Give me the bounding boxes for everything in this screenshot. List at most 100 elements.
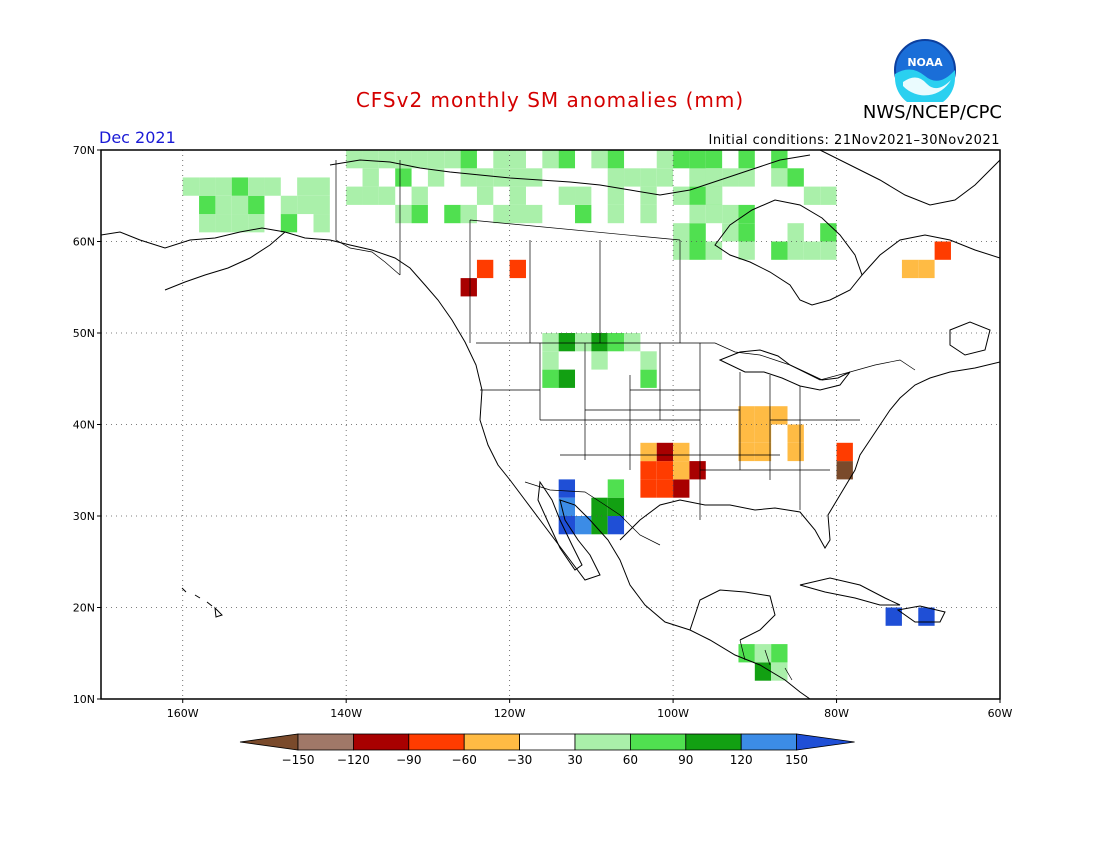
lon-tick-label: 60W: [988, 707, 1013, 720]
anomaly-cell: [673, 223, 690, 242]
anomaly-cell: [722, 204, 739, 224]
anomaly-cell: [575, 516, 592, 535]
hawaii: [181, 587, 223, 618]
anomaly-cell: [771, 150, 788, 169]
colorbar-swatch: [408, 733, 465, 751]
colorbar-label: −60: [452, 753, 477, 767]
anomaly-cell: [346, 186, 363, 205]
anomaly-cell: [640, 461, 657, 480]
anomaly-cell: [673, 442, 690, 462]
political-borders: [335, 160, 916, 681]
anomaly-cell: [771, 241, 788, 260]
lat-tick-label: 60N: [73, 236, 95, 249]
anomaly-cell: [689, 204, 706, 224]
anomaly-cell: [689, 461, 706, 480]
alaska-canada-border: [335, 160, 401, 276]
anomaly-cell: [575, 186, 592, 205]
anomaly-cell: [705, 186, 723, 205]
noaa-logo-icon: NOAA: [894, 39, 956, 102]
anomaly-cell: [689, 168, 706, 187]
anomaly-cell: [607, 186, 625, 205]
anomaly-cell: [215, 177, 232, 196]
anomaly-cell: [689, 150, 706, 169]
anomaly-cell: [264, 177, 281, 196]
anomaly-cell: [934, 241, 951, 260]
anomaly-cell: [199, 214, 216, 233]
anomaly-cell: [673, 461, 690, 480]
anomaly-cell: [787, 223, 804, 242]
anomaly-cell: [705, 150, 723, 169]
anomaly-cell: [738, 150, 755, 169]
colorbar-label: −30: [507, 753, 532, 767]
anomaly-cell: [199, 195, 216, 215]
anomaly-cell: [411, 186, 428, 205]
anomaly-cell: [820, 186, 837, 205]
anomaly-cells: [182, 150, 951, 681]
anomaly-cell: [885, 607, 902, 626]
baja-peninsula: [537, 480, 583, 571]
anomaly-cell: [705, 241, 723, 260]
colorbar-swatch: [352, 733, 410, 751]
anomaly-cell: [738, 406, 755, 425]
anomaly-cell: [558, 333, 576, 352]
anomaly-cell: [297, 177, 314, 196]
gulf-coast: [619, 361, 1000, 549]
anomaly-cell: [427, 168, 445, 187]
anomaly-cell: [705, 168, 723, 187]
anomaly-cell: [215, 214, 232, 233]
lon-tick-label: 140W: [330, 707, 362, 720]
anomaly-cell: [542, 333, 559, 352]
anomaly-cell: [575, 204, 592, 224]
anomaly-cell: [525, 204, 543, 224]
alaska-peninsula: [164, 231, 286, 291]
anomaly-cell: [476, 186, 494, 205]
colorbar-swatch: [740, 733, 798, 751]
anomaly-cell: [280, 214, 298, 233]
anomaly-cell: [754, 662, 772, 681]
newfoundland: [949, 321, 991, 356]
colorbar-label: 120: [730, 753, 753, 767]
lat-tick-label: 30N: [73, 510, 95, 523]
colorbar-swatch: [463, 733, 521, 751]
anomaly-cell: [673, 479, 690, 498]
anomaly-cell: [607, 497, 625, 516]
anomaly-cell: [705, 204, 723, 224]
colorbar-swatch: [297, 733, 354, 751]
colorbar-label: −120: [337, 753, 370, 767]
canada-provincial-lines: [399, 160, 681, 343]
anomaly-cell: [215, 195, 232, 215]
colorbar-label: 30: [567, 753, 582, 767]
anomaly-cell: [248, 195, 265, 215]
anomaly-cell: [918, 259, 935, 279]
anomaly-cell: [738, 442, 755, 462]
anomaly-cell: [738, 424, 755, 443]
anomaly-cell: [378, 150, 396, 169]
anomaly-cell: [771, 406, 788, 425]
anomaly-cell: [754, 424, 772, 443]
anomaly-cell: [689, 241, 706, 260]
anomaly-cell: [444, 150, 461, 169]
anomaly-cell: [427, 150, 445, 169]
colorbar-swatch: [630, 733, 687, 751]
central-america-borders: [739, 639, 793, 681]
colorbar-swatch: [685, 733, 742, 751]
anomaly-cell: [460, 150, 477, 169]
anomaly-cell: [918, 607, 935, 626]
anomaly-cell: [542, 351, 559, 370]
anomaly-cell: [509, 186, 526, 205]
anomaly-cell: [362, 186, 379, 205]
anomaly-cell: [476, 168, 494, 187]
anomaly-cell: [313, 195, 330, 215]
anomaly-cell: [346, 150, 363, 169]
hudson-bay: [714, 199, 863, 306]
anomaly-cell: [787, 442, 804, 462]
anomaly-cell: [689, 186, 706, 205]
anomaly-cell: [738, 241, 755, 260]
yucatan: [689, 589, 776, 641]
colorbar-label: 150: [785, 753, 808, 767]
anomaly-cell: [460, 278, 477, 297]
anomaly-cell: [787, 241, 804, 260]
lon-tick-label: 80W: [824, 707, 849, 720]
baffin-island: [819, 150, 1000, 206]
